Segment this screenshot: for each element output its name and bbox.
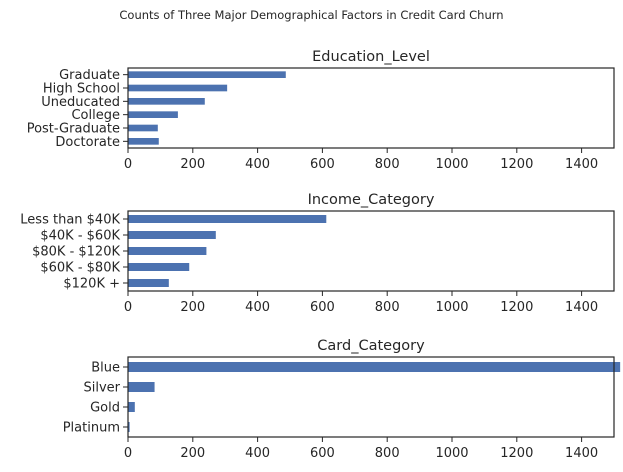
x-tick-label: 1200 [500, 446, 533, 461]
bar-2 [128, 382, 155, 392]
y-tick-label: $120K + [63, 277, 120, 292]
x-tick-label: 800 [375, 300, 400, 315]
y-tick-label: $80K - $120K [32, 245, 120, 260]
y-tick-label: Silver [83, 381, 120, 396]
bar-2 [128, 231, 216, 239]
x-tick-label: 0 [124, 157, 132, 172]
axes-frame [127, 67, 615, 149]
x-tick-label: 600 [310, 446, 335, 461]
x-tick-label: 1000 [435, 446, 468, 461]
bar-3 [128, 402, 135, 412]
bar-1 [128, 362, 621, 372]
x-tick-label: 1200 [500, 300, 533, 315]
bar-3 [128, 98, 205, 105]
y-tick-label: College [71, 108, 120, 123]
bar-6 [128, 138, 159, 145]
x-tick-label: 1400 [565, 300, 598, 315]
x-tick-label: 800 [375, 446, 400, 461]
x-tick-label: 0 [124, 446, 132, 461]
x-tick-label: 600 [310, 157, 335, 172]
bar-3 [128, 247, 207, 255]
bar-5 [128, 279, 169, 287]
bar-4 [128, 263, 190, 271]
y-tick-label: $40K - $60K [40, 229, 120, 244]
chart-title: Education_Level [312, 49, 430, 65]
chart-panel-2: Income_Category Less than $40K$40K - $60K… [20, 192, 615, 315]
y-tick-label: Blue [91, 361, 120, 376]
y-tick-label: Platinum [63, 421, 120, 436]
x-tick-label: 200 [180, 446, 205, 461]
x-tick-label: 400 [245, 157, 270, 172]
x-tick-label: 200 [180, 157, 205, 172]
y-tick-label: Post-Graduate [27, 122, 120, 137]
chart-title: Income_Category [308, 192, 435, 208]
y-tick-label: Less than $40K [20, 213, 120, 228]
bar-2 [128, 84, 228, 92]
chart-panel-3: Card_Category Blue Silver Gold Platinum 0 200 4… [63, 338, 621, 461]
x-tick-label: 600 [310, 300, 335, 315]
y-tick-label: Uneducated [41, 95, 120, 110]
figure-suptitle: Counts of Three Major Demographical Fact… [119, 8, 503, 22]
y-tick-label: High School [43, 82, 120, 97]
x-tick-label: 1000 [435, 300, 468, 315]
x-tick-label: 1000 [435, 157, 468, 172]
y-tick-label: $60K - $80K [40, 261, 120, 276]
chart-title: Card_Category [317, 338, 425, 354]
x-tick-label: 1400 [565, 157, 598, 172]
bar-1 [128, 215, 327, 223]
x-tick-label: 400 [245, 300, 270, 315]
x-tick-label: 200 [180, 300, 205, 315]
x-tick-label: 1200 [500, 157, 533, 172]
bar-5 [128, 124, 158, 132]
x-tick-label: 0 [124, 300, 132, 315]
axes-frame [127, 356, 615, 438]
y-tick-label: Graduate [59, 68, 120, 83]
y-tick-label: Doctorate [55, 135, 120, 150]
bar-4 [128, 422, 130, 432]
axes-frame [127, 210, 615, 292]
x-tick-label: 800 [375, 157, 400, 172]
y-tick-label: Gold [90, 401, 120, 416]
bar-1 [128, 71, 286, 78]
bar-4 [128, 111, 178, 118]
x-tick-label: 1400 [565, 446, 598, 461]
x-tick-label: 400 [245, 446, 270, 461]
